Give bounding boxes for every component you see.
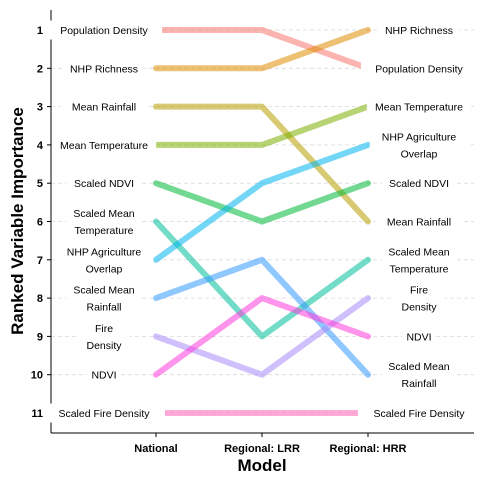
y-tick-label: 1 — [37, 25, 43, 37]
left-label-group: NHP Richness — [64, 59, 145, 78]
right-label-group: Scaled Mean Temperature — [382, 242, 457, 278]
right-category-label: Overlap — [401, 148, 438, 160]
right-label-group: Fire Density — [393, 280, 444, 316]
y-tick-label: 4 — [37, 140, 44, 152]
y-tick-label: 2 — [37, 63, 43, 75]
left-category-label: Mean Temperature — [60, 140, 148, 152]
right-category-label: Fire — [410, 285, 428, 297]
left-category-label: Overlap — [86, 263, 123, 275]
y-tick-label: 8 — [37, 293, 43, 305]
right-label-group: NDVI — [402, 327, 436, 346]
left-category-label: Temperature — [75, 225, 134, 237]
left-label-group: Scaled Fire Density — [43, 404, 165, 423]
left-category-label: NDVI — [91, 370, 116, 382]
left-label-group: Scaled Mean Rainfall — [67, 280, 142, 316]
left-category-label: Fire — [95, 323, 113, 335]
right-category-label: Density — [401, 302, 437, 314]
y-axis-title: Ranked Variable Importance — [8, 107, 27, 335]
right-label-group: Scaled Mean Rainfall — [382, 357, 457, 393]
left-category-label: Population Density — [60, 25, 148, 37]
series-line-mean-rainfall — [156, 107, 368, 222]
right-labels: NHP Richness Population Density Mean Tempe… — [358, 21, 480, 423]
series-line-scaled-mean-rainfall — [156, 260, 368, 375]
y-tick-label: 11 — [31, 408, 43, 420]
left-category-label: Scaled Mean — [73, 285, 134, 297]
y-tick-label: 7 — [37, 255, 43, 267]
right-category-label: Scaled Fire Density — [373, 408, 465, 420]
right-label-group: Scaled Fire Density — [358, 404, 480, 423]
right-label-group: Mean Rainfall — [376, 212, 463, 231]
left-category-label: NHP Richness — [70, 63, 138, 75]
right-category-label: NHP Agriculture — [382, 131, 457, 143]
right-category-label: Scaled NDVI — [389, 178, 449, 190]
left-label-group: NHP Agriculture Overlap — [55, 242, 154, 278]
left-label-group: Mean Rainfall — [61, 97, 148, 116]
left-category-label: Rainfall — [86, 302, 121, 314]
left-label-group: Scaled Mean Temperature — [67, 204, 142, 240]
right-label-group: Mean Temperature — [367, 97, 471, 116]
right-label-group: Population Density — [361, 59, 477, 78]
left-label-group: Fire Density — [78, 318, 129, 354]
series-line-mean-temperature — [156, 107, 368, 145]
x-tick-label: Regional: LRR — [224, 443, 300, 455]
right-label-group: NHP Richness — [379, 21, 460, 40]
series-line-nhp-richness — [156, 30, 368, 68]
right-label-group: Scaled NDVI — [382, 174, 457, 193]
left-category-label: Density — [86, 340, 122, 352]
y-tick-label: 3 — [37, 102, 43, 114]
left-category-label: Mean Rainfall — [72, 102, 136, 114]
right-category-label: Rainfall — [401, 378, 436, 390]
x-tick-label: Regional: HRR — [330, 443, 407, 455]
x-tick-label: National — [134, 443, 177, 455]
y-tick-label: 10 — [31, 370, 43, 382]
left-category-label: NHP Agriculture — [67, 246, 142, 258]
x-axis-title: Model — [237, 456, 286, 475]
y-ticks: 1 2 3 4 5 6 7 8 9 10 11 — [31, 25, 51, 420]
y-tick-label: 6 — [37, 217, 43, 229]
right-label-group: NHP Agriculture Overlap — [370, 127, 469, 163]
left-label-group: Mean Temperature — [52, 135, 156, 154]
series-line-nhp-agriculture-overlap — [156, 145, 368, 260]
right-category-label: Temperature — [390, 263, 449, 275]
x-ticks: National Regional: LRR Regional: HRR — [134, 433, 406, 455]
right-category-label: Mean Temperature — [375, 102, 463, 114]
left-category-label: Scaled Fire Density — [58, 408, 150, 420]
right-category-label: Scaled Mean — [388, 361, 449, 373]
left-category-label: Scaled Mean — [73, 208, 134, 220]
left-label-group: Population Density — [46, 21, 162, 40]
left-category-label: Scaled NDVI — [74, 178, 134, 190]
left-label-group: Scaled NDVI — [67, 174, 142, 193]
y-tick-label: 5 — [37, 178, 43, 190]
right-category-label: NHP Richness — [385, 25, 453, 37]
series-line-population-density — [156, 30, 368, 68]
left-label-group: NDVI — [87, 365, 121, 384]
right-category-label: NDVI — [406, 331, 431, 343]
right-category-label: Mean Rainfall — [387, 217, 451, 229]
y-tick-label: 9 — [37, 331, 43, 343]
right-category-label: Scaled Mean — [388, 246, 449, 258]
right-category-label: Population Density — [375, 63, 463, 75]
